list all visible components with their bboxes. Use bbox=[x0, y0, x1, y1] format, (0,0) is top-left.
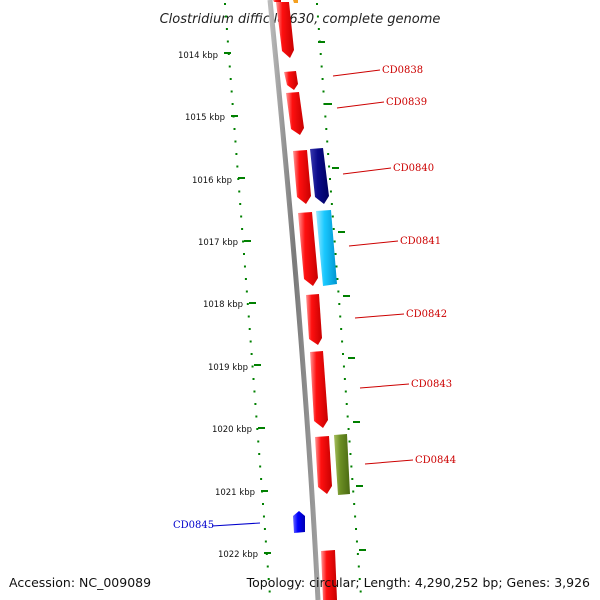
gene-feature[interactable] bbox=[306, 294, 322, 345]
gene-label-cd0840[interactable]: CD0840 bbox=[393, 163, 434, 174]
kbp-label: 1015 kbp bbox=[185, 113, 225, 123]
gene-feature[interactable] bbox=[276, 2, 294, 58]
gene-leader-lines bbox=[211, 69, 414, 527]
kbp-label: 1017 kbp bbox=[198, 238, 238, 248]
gene-feature[interactable] bbox=[293, 150, 311, 204]
gene-feature-cd0845[interactable] bbox=[293, 511, 305, 533]
gene-feature[interactable] bbox=[293, 0, 298, 3]
gene-label-cd0839[interactable]: CD0839 bbox=[386, 97, 427, 108]
gene-label-cd0843[interactable]: CD0843 bbox=[411, 379, 452, 390]
gene-feature[interactable] bbox=[310, 351, 328, 428]
gene-label-cd0841[interactable]: CD0841 bbox=[400, 236, 441, 247]
gene-feature[interactable] bbox=[273, 0, 281, 2]
gene-feature[interactable] bbox=[315, 436, 332, 494]
gene-label-cd0845[interactable]: CD0845 bbox=[173, 520, 214, 531]
gene-feature[interactable] bbox=[316, 210, 337, 286]
major-tick-marks bbox=[224, 41, 366, 554]
topology-text: Topology: circular; Length: 4,290,252 bp… bbox=[246, 575, 590, 590]
gene-feature[interactable] bbox=[284, 71, 298, 90]
kbp-label: 1021 kbp bbox=[215, 488, 255, 498]
kbp-label: 1019 kbp bbox=[208, 363, 248, 373]
map-title: Clostridium difficile 630, complete geno… bbox=[160, 12, 441, 27]
kbp-label: 1022 kbp bbox=[218, 550, 258, 560]
kbp-label: 1014 kbp bbox=[178, 51, 218, 61]
gene-feature[interactable] bbox=[334, 434, 350, 495]
kbp-label: 1020 kbp bbox=[212, 425, 252, 435]
gene-feature[interactable] bbox=[286, 92, 304, 135]
genome-backbone bbox=[267, 0, 321, 600]
outer-tick-track bbox=[316, 3, 362, 593]
gene-label-cd0842[interactable]: CD0842 bbox=[406, 309, 447, 320]
gene-feature[interactable] bbox=[310, 148, 329, 204]
gene-label-cd0844[interactable]: CD0844 bbox=[415, 455, 456, 466]
kbp-scale: 1014 kbp 1015 kbp 1016 kbp 1017 kbp 1018… bbox=[178, 51, 258, 560]
cds-track bbox=[273, 0, 337, 600]
inner-tick-track bbox=[224, 3, 271, 593]
accession-text: Accession: NC_009089 bbox=[9, 575, 152, 590]
gene-feature[interactable] bbox=[298, 212, 318, 286]
kbp-label: 1016 kbp bbox=[192, 176, 232, 186]
gene-label-cd0838[interactable]: CD0838 bbox=[382, 65, 423, 76]
cog-track bbox=[310, 148, 350, 495]
gene-labels: CD0838 CD0839 CD0840 CD0841 CD0842 CD084… bbox=[173, 65, 456, 531]
kbp-label: 1018 kbp bbox=[203, 300, 243, 310]
gene-feature[interactable] bbox=[321, 550, 337, 600]
